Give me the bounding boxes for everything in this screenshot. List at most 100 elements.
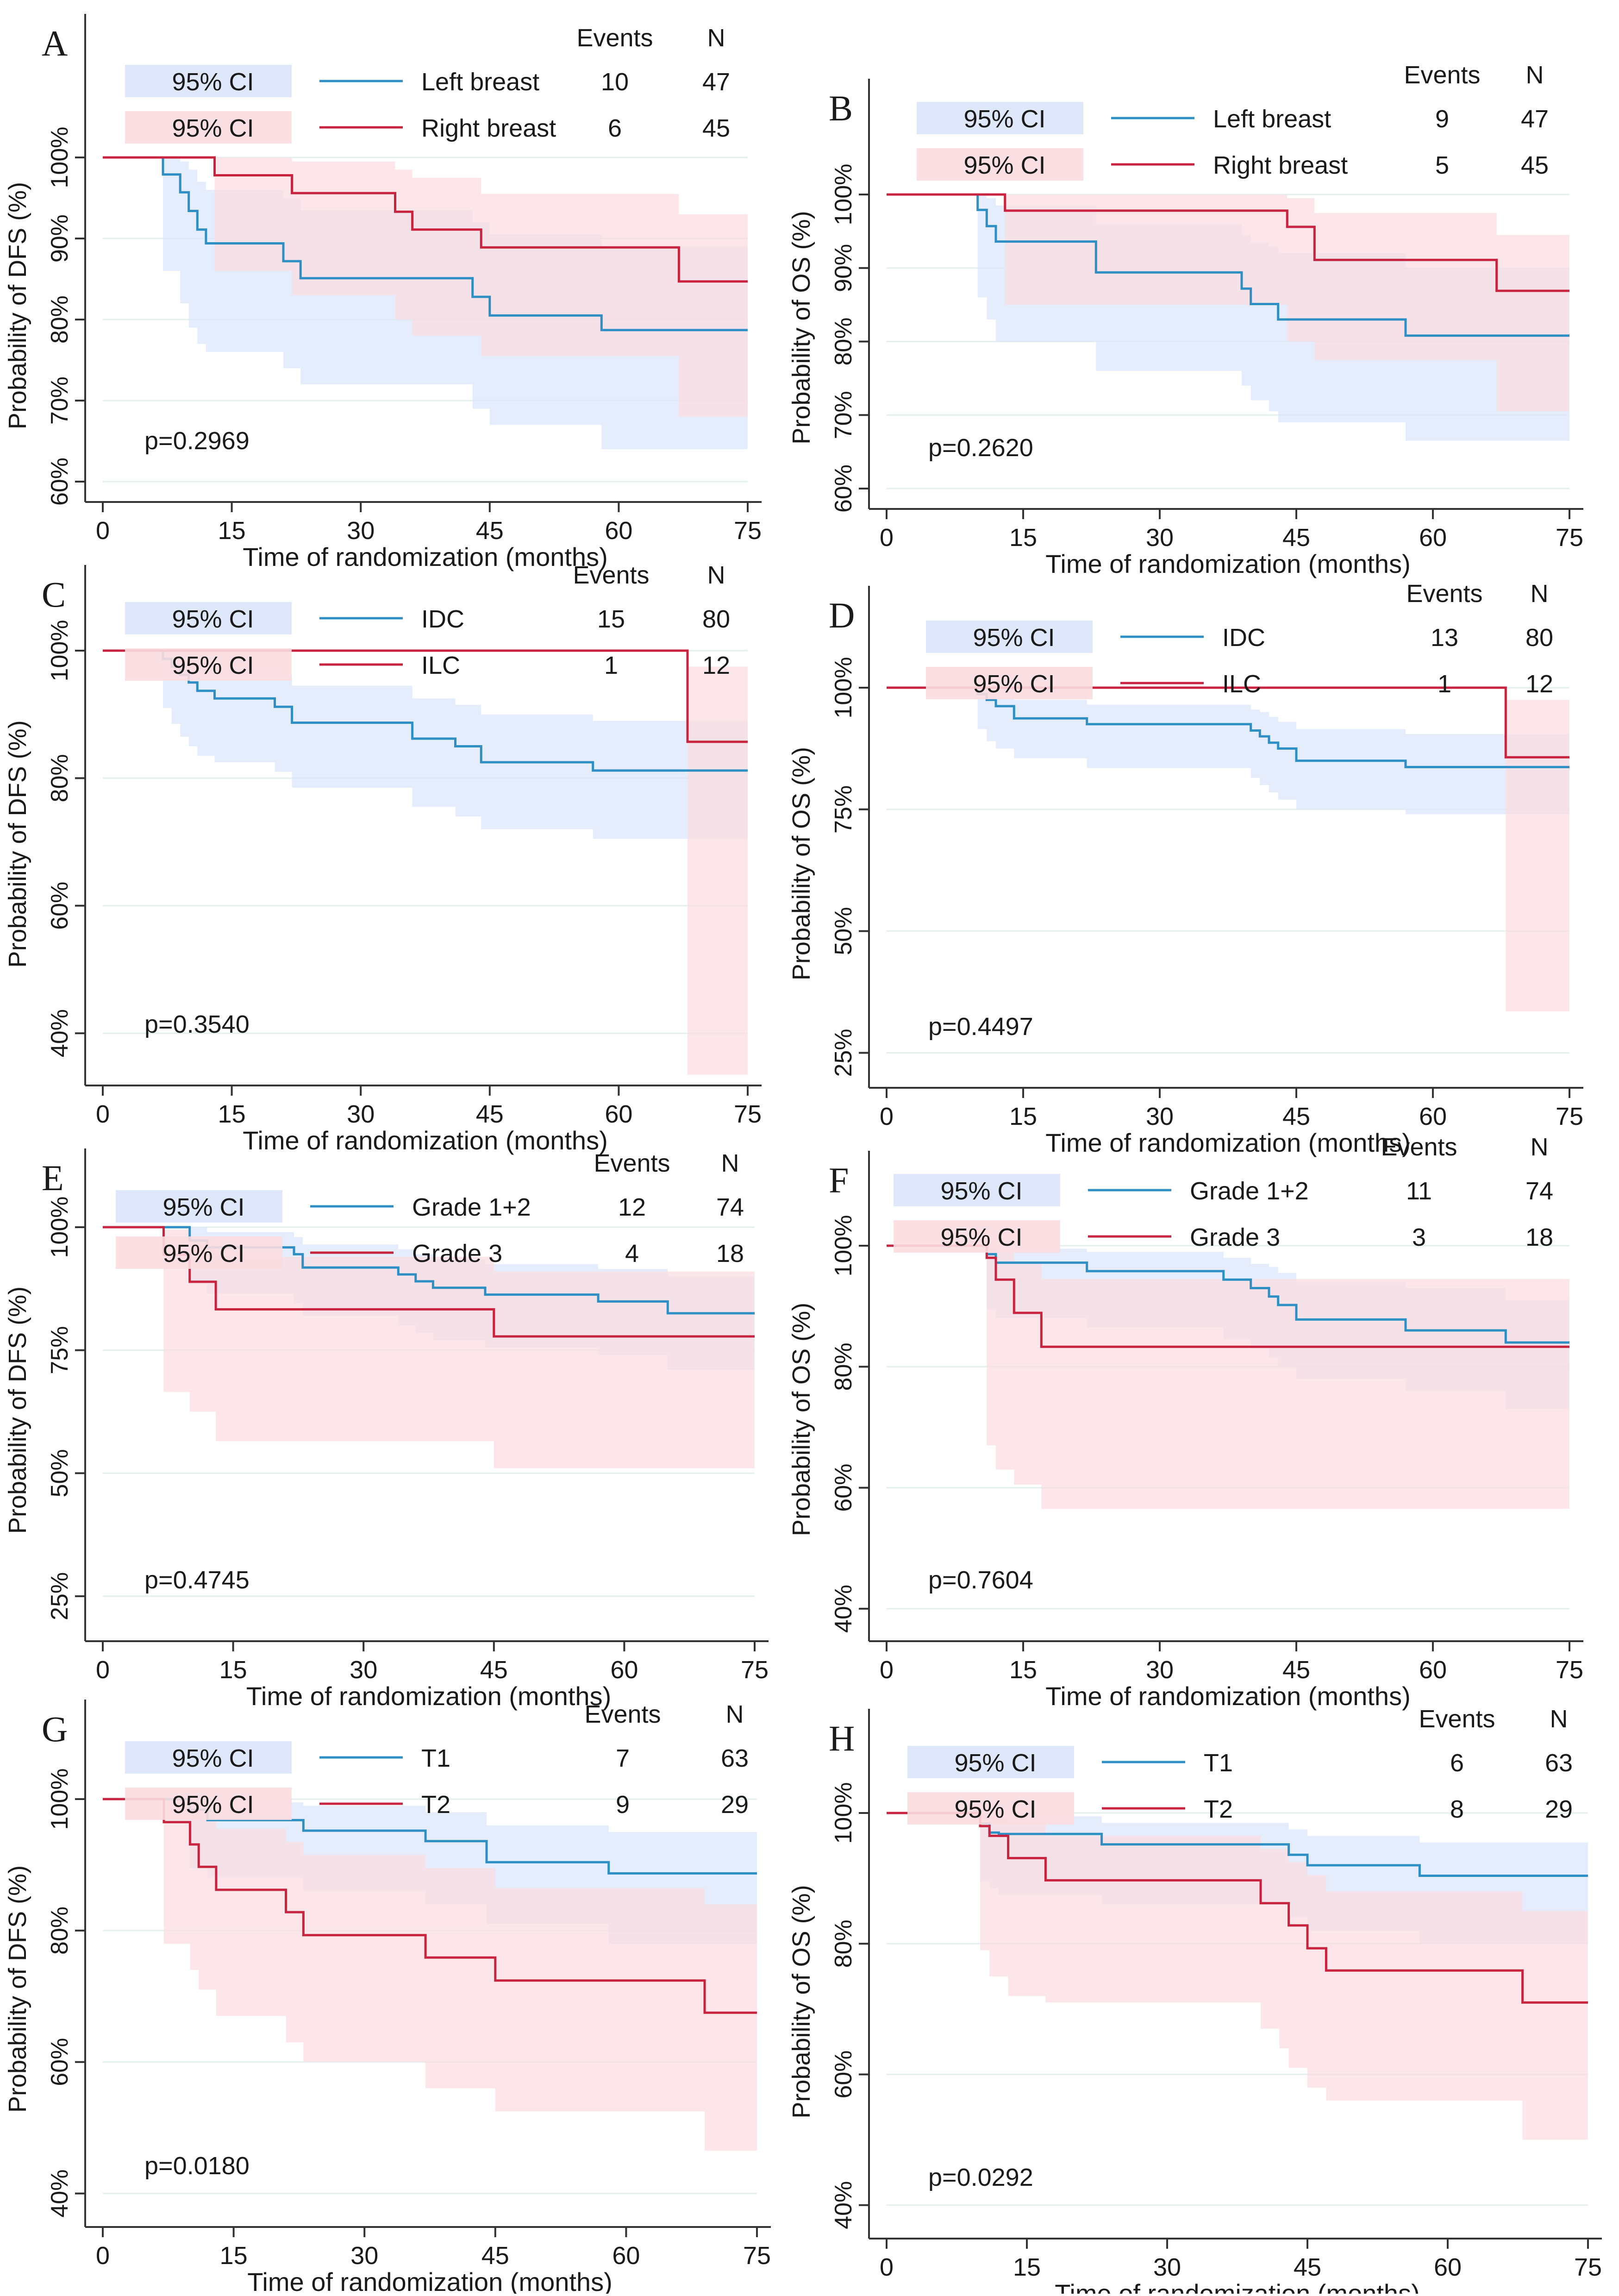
panel-G: 40% 60% 80% 100% 0 15 30 45 60 75 Time of randomiz… xyxy=(4,1700,771,2296)
legend-ci-swatch xyxy=(125,111,292,144)
y-axis-title: Probability of DFS (%) xyxy=(4,1286,31,1534)
p-value: p=0.4497 xyxy=(928,1013,1033,1041)
y-tick-label: 60% xyxy=(830,1464,857,1512)
x-tick-label: 15 xyxy=(218,517,246,545)
legend-ci-swatch xyxy=(917,102,1083,134)
y-tick-label: 75% xyxy=(46,1326,73,1374)
legend-n-value: 80 xyxy=(702,605,730,633)
x-tick-label: 60 xyxy=(605,517,632,545)
y-axis-title: Probability of OS (%) xyxy=(788,1885,815,2118)
legend-events-value: 9 xyxy=(616,1791,630,1819)
x-tick-label: 0 xyxy=(880,2253,894,2281)
legend-series-label: ILC xyxy=(421,652,460,679)
y-tick-label: 40% xyxy=(46,1009,73,1057)
survival-line-group-2 xyxy=(887,686,1569,759)
legend-n-value: 63 xyxy=(1545,1749,1573,1777)
x-tick-label: 30 xyxy=(347,1100,375,1128)
x-tick-label: 30 xyxy=(1146,524,1174,552)
legend-n-value: 74 xyxy=(716,1193,744,1221)
x-tick-label: 15 xyxy=(1009,524,1037,552)
y-tick-label: 40% xyxy=(830,2181,857,2229)
p-value: p=0.0292 xyxy=(928,2164,1033,2191)
legend-series-label: T1 xyxy=(421,1744,450,1772)
legend-events-value: 12 xyxy=(618,1193,646,1221)
legend-n-value: 29 xyxy=(1545,1795,1573,1823)
legend-ci-swatch xyxy=(116,1236,282,1269)
survival-line-group-2 xyxy=(103,649,748,743)
legend-ci-label: 95% CI xyxy=(172,68,254,96)
x-tick-label: 0 xyxy=(880,1103,894,1130)
legend-header-n: N xyxy=(1550,1705,1568,1733)
legend-header-n: N xyxy=(1531,580,1549,608)
x-tick-label: 30 xyxy=(350,1656,377,1684)
legend-series-label: Left breast xyxy=(1213,105,1331,133)
legend-header-events: Events xyxy=(1381,1133,1457,1161)
p-value: p=0.3540 xyxy=(144,1010,250,1038)
x-tick-label: 0 xyxy=(96,517,110,545)
legend-n-value: 18 xyxy=(716,1240,744,1267)
legend-series-label: ILC xyxy=(1222,670,1261,698)
legend-ci-label: 95% CI xyxy=(940,1223,1022,1251)
x-tick-label: 15 xyxy=(219,1656,247,1684)
legend-ci-label: 95% CI xyxy=(963,151,1045,179)
legend-events-value: 11 xyxy=(1406,1177,1432,1205)
legend-ci-label: 95% CI xyxy=(172,1744,254,1772)
x-tick-label: 15 xyxy=(220,2242,248,2270)
ci-band-group-2 xyxy=(887,1813,1588,2140)
legend-ci-swatch xyxy=(125,1788,292,1820)
x-tick-label: 0 xyxy=(880,1656,894,1684)
ci-band-group-1 xyxy=(887,688,1569,815)
legend-ci-swatch xyxy=(926,667,1093,699)
x-tick-label: 75 xyxy=(734,1100,762,1128)
x-axis-title: Time of randomization (months) xyxy=(1055,2279,1419,2294)
x-tick-label: 15 xyxy=(1013,2253,1041,2281)
y-tick-label: 100% xyxy=(830,1782,857,1844)
legend-header-events: Events xyxy=(1406,580,1482,608)
legend-ci-label: 95% CI xyxy=(954,1749,1036,1777)
legend-events-value: 5 xyxy=(1435,151,1449,179)
y-tick-label: 70% xyxy=(830,391,857,439)
legend-ci-swatch xyxy=(116,1190,282,1223)
legend-header-n: N xyxy=(707,561,725,589)
survival-line-group-2 xyxy=(103,156,748,283)
legend-n-value: 63 xyxy=(721,1744,749,1772)
y-tick-label: 40% xyxy=(46,2170,73,2218)
legend-ci-label: 95% CI xyxy=(163,1193,244,1221)
x-tick-label: 60 xyxy=(1419,1656,1447,1684)
x-axis-title: Time of randomization (months) xyxy=(243,1126,607,1155)
ci-band-group-2 xyxy=(887,1246,1569,1509)
legend-n-value: 29 xyxy=(721,1791,749,1819)
legend-series-label: T1 xyxy=(1204,1749,1233,1777)
y-tick-label: 60% xyxy=(830,2050,857,2098)
ci-band-group-2 xyxy=(103,157,748,417)
legend-ci-label: 95% CI xyxy=(172,605,254,633)
y-tick-label: 80% xyxy=(46,754,73,802)
legend-series-label: Grade 1+2 xyxy=(1190,1177,1309,1205)
y-axis-title: Probability of OS (%) xyxy=(788,1303,815,1536)
legend-series-label: Grade 3 xyxy=(412,1240,502,1267)
panel-letter: E xyxy=(42,1158,64,1198)
legend-ci-swatch xyxy=(894,1220,1060,1253)
legend-n-value: 47 xyxy=(702,68,730,96)
panel-letter: C xyxy=(42,574,66,615)
legend-events-value: 1 xyxy=(1438,670,1451,698)
legend-events-value: 8 xyxy=(1450,1795,1464,1823)
y-tick-label: 90% xyxy=(830,244,857,292)
x-tick-label: 75 xyxy=(741,1656,769,1684)
x-tick-label: 45 xyxy=(1282,1656,1310,1684)
legend-series-label: T2 xyxy=(421,1791,450,1819)
legend-series-label: Right breast xyxy=(421,114,556,142)
x-axis-title: Time of randomization (months) xyxy=(246,1681,611,1711)
p-value: p=0.2620 xyxy=(928,434,1033,462)
y-tick-label: 80% xyxy=(46,295,73,344)
legend-n-value: 18 xyxy=(1525,1223,1553,1251)
y-tick-label: 70% xyxy=(46,376,73,425)
x-tick-label: 0 xyxy=(880,524,894,552)
legend-events-value: 6 xyxy=(1450,1749,1464,1777)
legend-n-value: 74 xyxy=(1525,1177,1553,1205)
y-tick-label: 100% xyxy=(46,1197,73,1258)
legend-header-events: Events xyxy=(1404,61,1480,89)
panel-letter: D xyxy=(829,595,855,635)
x-axis-title: Time of randomization (months) xyxy=(1045,1681,1410,1711)
legend-events-value: 6 xyxy=(608,114,622,142)
